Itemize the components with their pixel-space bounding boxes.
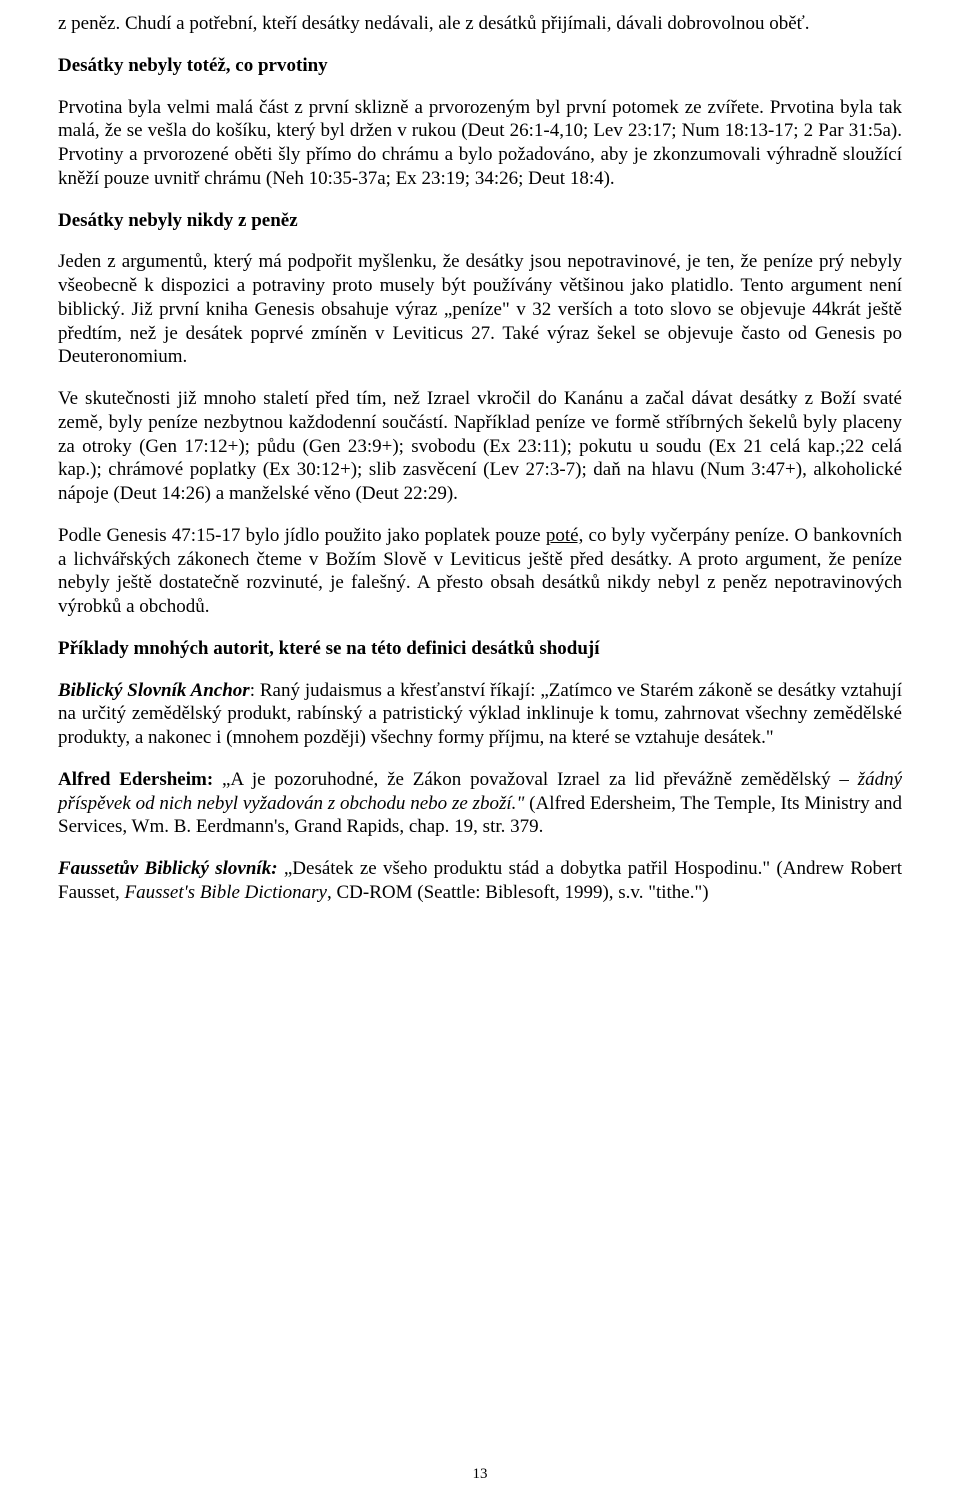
text-run: Podle Genesis 47:15-17 bylo jídlo použit… — [58, 525, 546, 546]
paragraph-argument: Jeden z argumentů, který má podpořit myš… — [58, 250, 902, 369]
source-edersheim: Alfred Edersheim: — [58, 769, 213, 790]
heading-penez: Desátky nebyly nikdy z peněz — [58, 209, 902, 233]
paragraph-genesis: Podle Genesis 47:15-17 bylo jídlo použit… — [58, 524, 902, 619]
heading-prvotiny: Desátky nebyly totéž, co prvotiny — [58, 54, 902, 78]
heading-priklady: Příklady mnohých autorit, které se na té… — [58, 637, 902, 661]
text-run: , CD-ROM (Seattle: Biblesoft, 1999), s.v… — [327, 882, 709, 903]
paragraph-edersheim: Alfred Edersheim: „A je pozoruhodné, že … — [58, 768, 902, 839]
text-run: „A je pozoruhodné, že Zákon považoval Iz… — [213, 769, 858, 790]
intro-paragraph: z peněz. Chudí a potřební, kteří desátky… — [58, 12, 902, 36]
paragraph-prvotiny: Prvotina byla velmi malá část z první sk… — [58, 96, 902, 191]
paragraph-fausset: Faussetův Biblický slovník: „Desátek ze … — [58, 857, 902, 905]
underlined-pote: poté, — [546, 525, 583, 546]
source-fausset: Faussetův Biblický slovník: — [58, 858, 278, 879]
source-anchor: Biblický Slovník Anchor — [58, 680, 250, 701]
paragraph-anchor: Biblický Slovník Anchor: Raný judaismus … — [58, 679, 902, 750]
italic-title: Fausset's Bible Dictionary — [125, 882, 327, 903]
paragraph-sekel: Ve skutečnosti již mnoho staletí před tí… — [58, 387, 902, 506]
page-number: 13 — [0, 1465, 960, 1484]
